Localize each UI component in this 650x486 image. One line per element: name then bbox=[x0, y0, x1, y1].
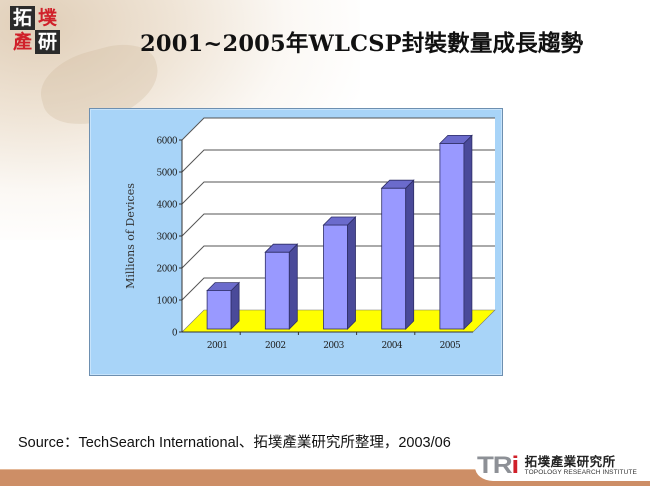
bar-top bbox=[206, 282, 241, 292]
gridline bbox=[181, 117, 495, 141]
bar-chart: 0 1000 2000 3000 4000 5000 6000 2001 2002 2003 200… bbox=[124, 117, 496, 351]
bar-front bbox=[264, 251, 290, 330]
bar-side bbox=[288, 243, 298, 330]
y-tick-label: 1000 bbox=[156, 297, 177, 307]
y-tick-label: 2000 bbox=[156, 265, 177, 275]
bar-front bbox=[381, 187, 407, 330]
x-tick-label: 2004 bbox=[381, 341, 402, 351]
x-tick-label: 2005 bbox=[440, 341, 461, 351]
x-tick-label: 2001 bbox=[207, 341, 228, 351]
bar-side bbox=[463, 134, 473, 330]
gridline bbox=[181, 149, 495, 173]
footer-logo: TRi 拓墣產業研究所 TOPOLOGY RESEARCH INSTITUTE bbox=[475, 451, 650, 481]
slide-title: 2001~2005年WLCSP封裝數量成長趨勢 bbox=[140, 31, 584, 57]
y-tick-label: 3000 bbox=[156, 233, 177, 243]
corner-logo: 拓 墣 產 研 bbox=[10, 6, 60, 54]
bar-top bbox=[438, 134, 473, 144]
footer-logo-name-cn: 拓墣產業研究所 bbox=[524, 453, 616, 469]
y-tick-label: 5000 bbox=[156, 169, 177, 179]
bar-side bbox=[405, 179, 415, 330]
footer-logo-name-en: TOPOLOGY RESEARCH INSTITUTE bbox=[524, 469, 637, 476]
logo-char-1: 拓 bbox=[10, 6, 35, 30]
logo-char-2: 墣 bbox=[37, 6, 57, 29]
x-tick-label: 2002 bbox=[265, 341, 286, 351]
x-tick-label: 2003 bbox=[323, 341, 344, 351]
bar-top bbox=[380, 179, 415, 189]
bar-front bbox=[206, 290, 232, 330]
logo-char-3: 產 bbox=[12, 30, 32, 53]
source-note: Source：TechSearch International、拓墣產業研究所整… bbox=[18, 435, 451, 451]
logo-char-4: 研 bbox=[35, 30, 60, 54]
bar-top bbox=[322, 216, 357, 226]
bar-side bbox=[347, 216, 356, 330]
chart-frame: 0 1000 2000 3000 4000 5000 6000 2001 2002 2003 200… bbox=[89, 108, 503, 376]
y-tick-label: 6000 bbox=[156, 137, 177, 147]
tri-logo-mark: TRi bbox=[477, 452, 519, 479]
y-tick-label: 4000 bbox=[156, 201, 177, 211]
y-axis-label: Millions of Devices bbox=[124, 183, 137, 289]
bar-top bbox=[264, 243, 299, 253]
bar-front bbox=[439, 143, 465, 330]
bar-front bbox=[323, 224, 348, 330]
y-tick-label: 0 bbox=[172, 329, 178, 339]
